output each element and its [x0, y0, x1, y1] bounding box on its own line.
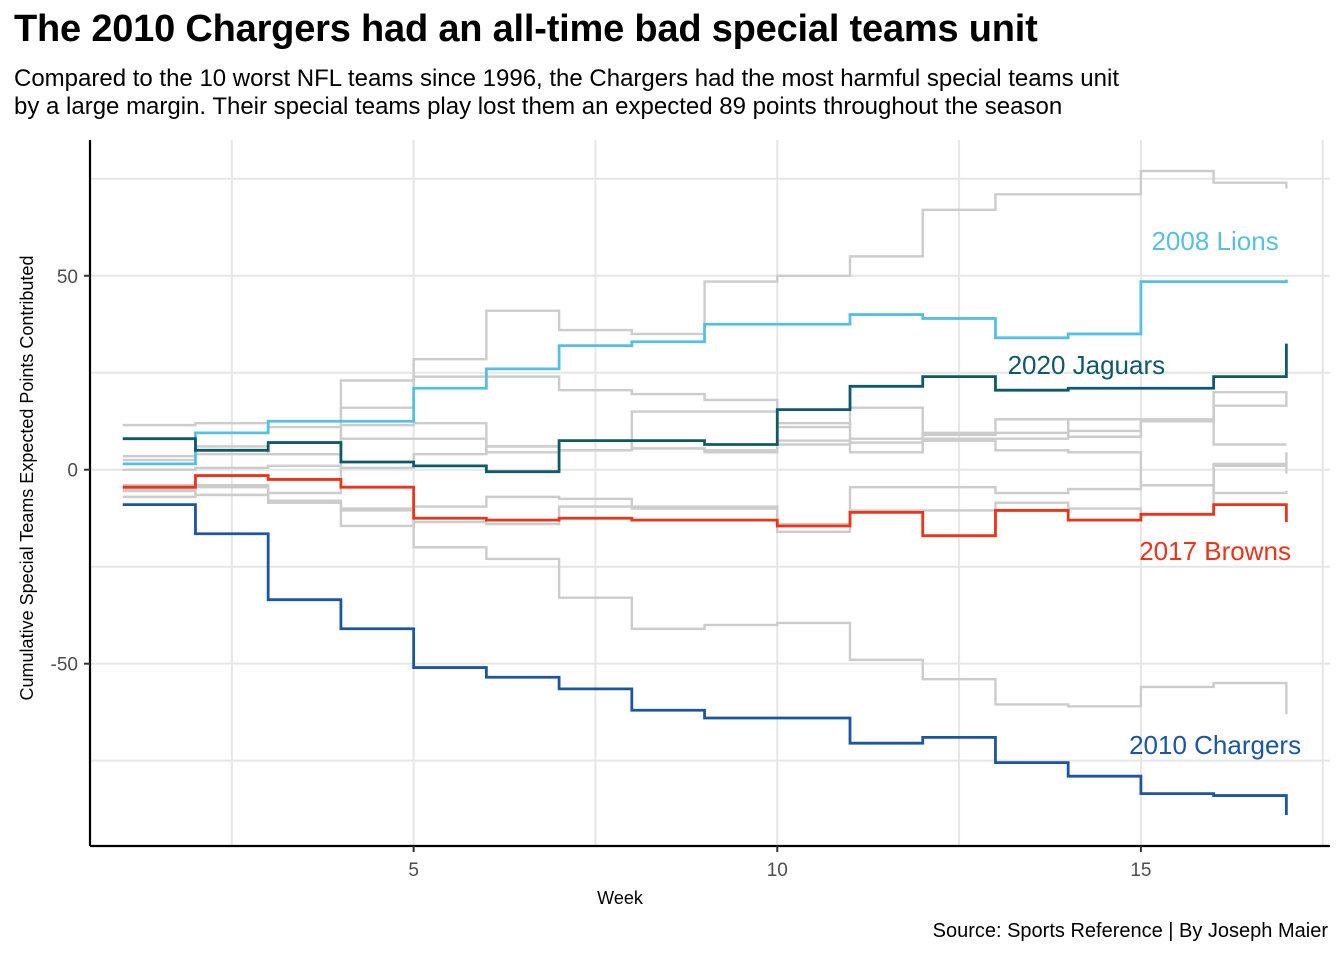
- source-caption: Source: Sports Reference | By Joseph Mai…: [932, 920, 1328, 942]
- y-tick-label: -50: [51, 655, 78, 676]
- grid: [90, 140, 1330, 846]
- x-tick-label: 15: [1130, 860, 1151, 881]
- x-axis-title: Week: [597, 888, 644, 908]
- y-tick-label: 50: [57, 267, 78, 288]
- x-tick-label: 10: [767, 860, 788, 881]
- background-series: [122, 169, 1288, 715]
- series-labels: 2008 Lions 2020 Jaguars 2017 Browns 2010 Ch…: [1008, 226, 1302, 760]
- series-label-2008-lions: 2008 Lions: [1151, 226, 1278, 256]
- series-line-2010-chargers: [122, 503, 1288, 815]
- y-axis-title: Cumulative Special Teams Expected Points…: [17, 256, 37, 701]
- series-label-2020-jaguars: 2020 Jaguars: [1008, 350, 1166, 380]
- background-team-line-7: [122, 484, 1288, 533]
- chart-title: The 2010 Chargers had an all-time bad sp…: [14, 8, 1038, 50]
- background-team-line-8: [122, 484, 1288, 715]
- x-tick-label: 5: [408, 860, 419, 881]
- subtitle-line-2: by a large margin. Their special teams p…: [14, 93, 1063, 120]
- highlight-series: [122, 279, 1288, 815]
- y-tick-label: 0: [67, 461, 78, 482]
- series-label-2017-browns: 2017 Browns: [1139, 536, 1291, 566]
- series-line-2017-browns: [122, 474, 1288, 538]
- subtitle-line-1: Compared to the 10 worst NFL teams since…: [14, 65, 1119, 92]
- series-label-2010-chargers: 2010 Chargers: [1129, 730, 1301, 760]
- series-line-2008-lions: [122, 279, 1288, 466]
- chart-subtitle: Compared to the 10 worst NFL teams since…: [14, 65, 1314, 121]
- axes: 5 10 15 -50 0 50 Week Cumulative Special Teams …: [17, 140, 1330, 908]
- background-team-line-5: [122, 439, 1288, 487]
- series-line-2020-jaguars: [122, 343, 1288, 474]
- background-team-line-6: [122, 462, 1288, 528]
